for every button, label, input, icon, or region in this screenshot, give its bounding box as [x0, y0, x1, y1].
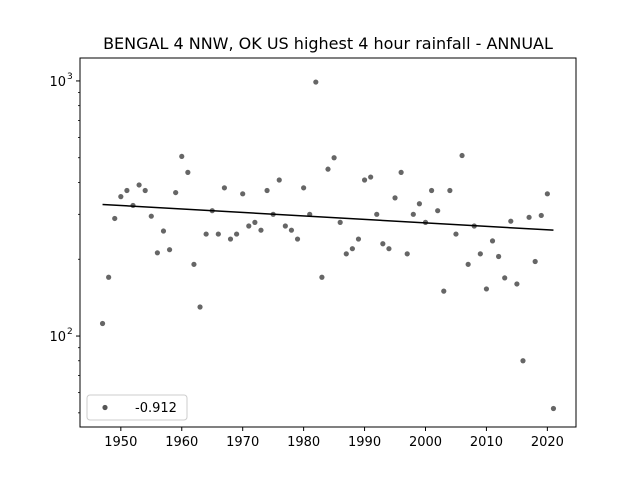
- data-point: [380, 241, 386, 247]
- y-tick-exponent: 3: [67, 72, 73, 82]
- data-point: [294, 236, 301, 242]
- data-point: [301, 185, 307, 191]
- legend-box: [86, 394, 188, 421]
- data-point: [465, 261, 471, 267]
- data-point: [550, 405, 557, 412]
- x-axis: 1950 1960 1970 1980 1990 2000 2010 2020: [104, 427, 564, 450]
- data-point: [276, 177, 282, 183]
- data-marks: [99, 79, 557, 412]
- y-tick-exponent: 2: [67, 327, 73, 337]
- data-point: [526, 214, 532, 220]
- data-point: [227, 236, 234, 242]
- data-point: [142, 187, 148, 194]
- legend: -0.912: [86, 394, 188, 421]
- data-point: [538, 212, 544, 219]
- data-point: [106, 274, 112, 280]
- data-point: [313, 79, 319, 85]
- data-point: [435, 208, 441, 214]
- data-point: [520, 358, 526, 364]
- x-tick-label: 2000: [409, 435, 442, 450]
- data-point: [282, 223, 288, 229]
- data-point: [185, 169, 191, 175]
- data-point: [118, 194, 124, 200]
- data-point: [374, 211, 380, 217]
- data-point: [258, 227, 264, 233]
- data-point: [215, 231, 221, 237]
- data-point: [252, 219, 258, 225]
- y-tick-label: 10: [49, 330, 66, 345]
- data-point: [203, 231, 209, 237]
- x-tick-label: 1980: [287, 435, 320, 450]
- plot-area: [79, 57, 577, 428]
- data-point: [489, 238, 496, 244]
- data-point: [148, 213, 154, 219]
- data-point: [477, 251, 483, 257]
- data-point: [508, 218, 514, 224]
- data-point: [483, 286, 490, 292]
- legend-label: -0.912: [135, 401, 177, 416]
- x-tick-label: 1970: [226, 435, 259, 450]
- data-point: [343, 251, 349, 257]
- x-tick-label: 2010: [470, 435, 503, 450]
- data-point: [392, 195, 398, 201]
- data-point: [416, 201, 423, 207]
- data-point: [233, 231, 240, 237]
- data-point: [404, 251, 410, 257]
- data-point: [502, 275, 508, 281]
- data-point: [331, 155, 337, 161]
- data-point: [532, 258, 538, 265]
- data-point: [368, 174, 374, 180]
- chart-title: BENGAL 4 NNW, OK US highest 4 hour rainf…: [103, 34, 553, 53]
- data-point: [361, 177, 368, 183]
- data-point: [221, 185, 228, 191]
- data-point: [179, 153, 185, 160]
- x-tick-label: 1960: [165, 435, 198, 450]
- data-point: [386, 246, 392, 252]
- trend-line: [102, 203, 554, 231]
- data-point: [447, 187, 453, 194]
- data-point: [124, 187, 130, 194]
- data-point: [264, 187, 270, 194]
- data-point: [325, 166, 331, 172]
- data-point: [428, 187, 435, 194]
- data-point: [441, 288, 447, 294]
- data-point: [410, 211, 416, 217]
- x-tick-label: 1990: [348, 435, 381, 450]
- data-point: [112, 215, 118, 222]
- data-point: [398, 169, 404, 175]
- data-point: [288, 227, 295, 233]
- data-point: [160, 228, 167, 234]
- data-point: [191, 261, 197, 267]
- data-point: [496, 253, 502, 260]
- data-point: [453, 231, 459, 237]
- data-point: [319, 274, 325, 280]
- data-point: [154, 250, 160, 256]
- legend-marker: [102, 404, 108, 411]
- data-point: [166, 247, 173, 253]
- y-tick-label: 10: [49, 75, 66, 90]
- plot-frame: [79, 57, 577, 428]
- data-point: [337, 219, 343, 225]
- x-tick-label: 2020: [531, 435, 564, 450]
- data-point: [355, 236, 362, 242]
- data-point: [459, 152, 465, 159]
- data-point: [240, 191, 246, 197]
- data-point: [544, 191, 550, 197]
- data-point: [197, 304, 203, 310]
- data-point: [349, 246, 355, 252]
- data-point: [136, 182, 142, 188]
- data-point: [99, 320, 106, 327]
- x-tick-label: 1950: [104, 435, 137, 450]
- data-point: [173, 189, 179, 196]
- data-point: [514, 281, 520, 287]
- data-point: [246, 223, 252, 229]
